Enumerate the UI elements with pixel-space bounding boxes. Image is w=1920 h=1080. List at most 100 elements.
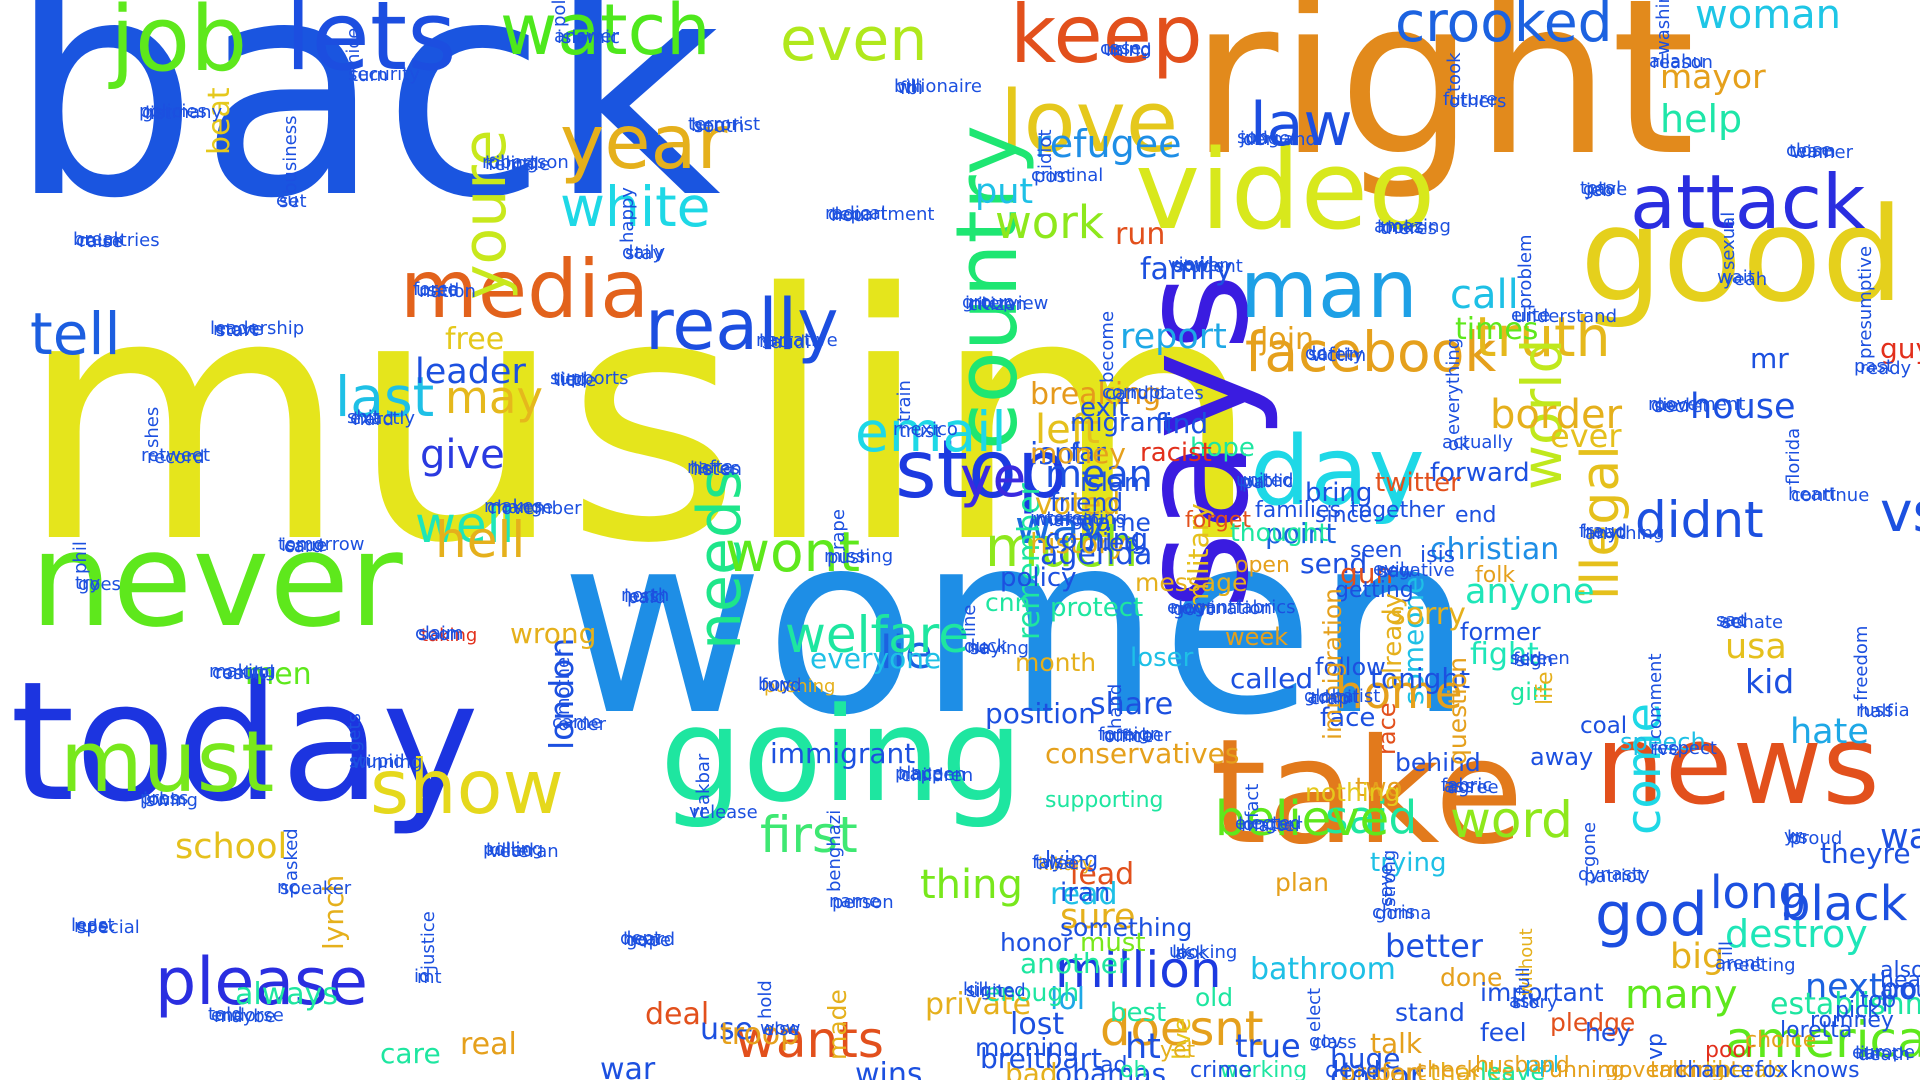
- cloud-word: countries: [76, 230, 160, 251]
- cloud-word: deal: [645, 997, 710, 1032]
- cloud-word: husband: [1475, 1053, 1570, 1078]
- cloud-word: politician: [1880, 972, 1920, 1007]
- cloud-word: screen: [1510, 648, 1570, 669]
- cloud-word: read: [1050, 877, 1118, 912]
- cloud-word: came: [552, 712, 602, 733]
- cloud-word: elect: [1304, 987, 1325, 1032]
- cloud-word: ready: [1860, 358, 1912, 379]
- cloud-word: destroy: [1725, 912, 1868, 956]
- cloud-word: loretta: [1780, 1018, 1853, 1043]
- cloud-word: run: [1115, 217, 1166, 252]
- cloud-word: ok: [1448, 434, 1470, 455]
- cloud-word: policies: [139, 101, 207, 122]
- cloud-word: movement: [1648, 394, 1746, 415]
- cloud-word: even: [780, 5, 928, 75]
- cloud-word: free: [445, 322, 505, 357]
- cloud-word: hard: [353, 409, 394, 430]
- cloud-word: big: [1670, 937, 1725, 977]
- cloud-word: senate: [1722, 612, 1784, 633]
- cloud-word: hand: [1105, 683, 1126, 729]
- cloud-word: done: [1440, 963, 1503, 992]
- cloud-word: number: [1101, 725, 1172, 746]
- cloud-word: reason: [1652, 52, 1713, 73]
- cloud-word: missing: [824, 546, 894, 567]
- cloud-word: stand: [1395, 998, 1465, 1027]
- cloud-word: home: [1335, 666, 1463, 719]
- cloud-word: fabric: [1441, 775, 1493, 796]
- cloud-word: name: [829, 891, 881, 912]
- cloud-word: nothing: [1305, 778, 1401, 807]
- cloud-word: show: [370, 743, 564, 831]
- cloud-word: chance: [1675, 1058, 1755, 1080]
- cloud-word: ben: [691, 115, 725, 136]
- cloud-word: answer: [554, 26, 620, 47]
- cloud-word: cnn: [985, 588, 1031, 617]
- cloud-word: negative: [1376, 560, 1455, 581]
- cloud-word: past: [1854, 356, 1893, 377]
- cloud-word: stupid: [349, 751, 405, 772]
- cloud-word: behind: [1395, 748, 1481, 777]
- cloud-word: fox: [1755, 1058, 1789, 1080]
- cloud-word: times: [1455, 312, 1539, 347]
- cloud-word: understand: [1514, 306, 1618, 327]
- cloud-word: freedom: [1851, 625, 1872, 701]
- cloud-word: real: [460, 1027, 517, 1062]
- cloud-word: maybe: [214, 1006, 276, 1027]
- cloud-word: russia: [1856, 700, 1910, 721]
- cloud-word: act: [1719, 611, 1747, 632]
- cloud-word: much: [985, 515, 1139, 579]
- cloud-word: already: [1378, 592, 1408, 690]
- cloud-word: record: [147, 447, 205, 468]
- cloud-word: share: [1090, 687, 1174, 722]
- cloud-word: move: [213, 319, 264, 340]
- cloud-word: narrative: [756, 330, 838, 351]
- cloud-word: media: [400, 243, 650, 336]
- cloud-word: choice: [1745, 1028, 1817, 1053]
- cloud-word: benghazi: [824, 809, 845, 892]
- cloud-word: must: [60, 713, 275, 812]
- cloud-word: stay: [625, 243, 664, 264]
- cloud-word: gets: [344, 713, 365, 752]
- cloud-word: gov: [1309, 1031, 1343, 1052]
- cloud-word: wow: [760, 1018, 801, 1039]
- cloud-word: believe: [1215, 791, 1390, 847]
- cloud-word: head: [1582, 522, 1627, 543]
- cloud-word: nc: [277, 877, 299, 898]
- cloud-word: americans: [1725, 1011, 1920, 1069]
- cloud-word: listen: [693, 459, 742, 480]
- cloud-word: huge: [1330, 1042, 1401, 1075]
- cloud-word: breitbart: [980, 1042, 1103, 1075]
- cloud-word: enough: [985, 978, 1080, 1007]
- cloud-word: children: [901, 765, 974, 786]
- cloud-word: safety: [1308, 344, 1364, 365]
- cloud-word: million: [1055, 941, 1222, 999]
- cloud-word: gope: [626, 930, 671, 951]
- cloud-word: send: [1300, 547, 1368, 580]
- cloud-word: radical: [825, 203, 886, 224]
- cloud-word: made: [823, 989, 852, 1060]
- cloud-word: class: [1312, 1032, 1357, 1053]
- cloud-word: must: [1080, 928, 1146, 958]
- cloud-word: sorry: [1390, 597, 1466, 632]
- cloud-word: lead: [1070, 857, 1135, 892]
- cloud-word: hrc: [759, 331, 788, 352]
- cloud-word: conservatives: [1045, 737, 1240, 770]
- cloud-word: november: [490, 498, 582, 519]
- cloud-word: back: [8, 0, 721, 264]
- cloud-word: happy: [617, 187, 638, 243]
- cloud-word: lost: [1010, 1007, 1065, 1042]
- cloud-word: turn: [351, 65, 388, 86]
- cloud-word: dynasty: [1578, 864, 1650, 885]
- cloud-word: feel: [1480, 1018, 1527, 1047]
- cloud-word: family: [1140, 252, 1233, 287]
- cloud-word: interesting: [1030, 508, 1127, 529]
- cloud-word: told: [208, 1004, 243, 1025]
- cloud-word: vp: [1643, 1033, 1668, 1060]
- cloud-word: really: [645, 284, 839, 366]
- cloud-word: give: [420, 432, 505, 478]
- cloud-word: gonna: [1375, 903, 1432, 924]
- cloud-word: also: [1880, 958, 1920, 983]
- cloud-word: lie: [880, 626, 933, 679]
- cloud-word: line: [959, 604, 980, 637]
- cloud-word: bathroom: [1250, 952, 1396, 987]
